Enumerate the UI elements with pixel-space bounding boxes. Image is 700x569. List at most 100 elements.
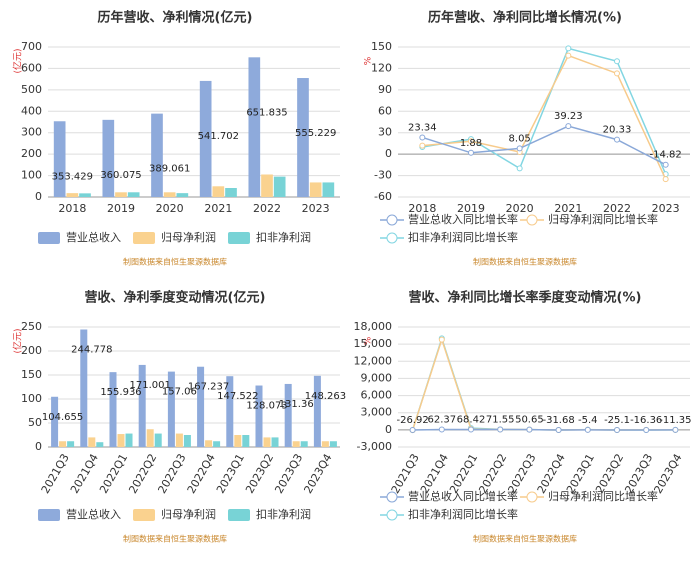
legend-swatch — [386, 491, 398, 503]
legend-label: 营业总收入同比增长率 — [408, 212, 518, 226]
y-tick-label: 500 — [21, 83, 42, 96]
point — [662, 161, 669, 168]
source-note: 制图数据来自恒生聚源数据库 — [123, 534, 227, 544]
bar — [125, 433, 133, 447]
bar — [213, 441, 221, 447]
point — [526, 426, 533, 433]
legend-label: 归母净利润同比增长率 — [548, 212, 658, 226]
y-tick-label: 120 — [371, 61, 392, 74]
legend-swatch — [133, 232, 155, 244]
legend-label: 营业总收入 — [66, 230, 121, 244]
legend-swatch — [38, 232, 60, 244]
point — [419, 142, 426, 149]
y-tick-label: 18,000 — [354, 320, 393, 333]
chart-title: 历年营收、净利情况(亿元) — [98, 10, 253, 26]
x-tick-label: 2022Q1 — [97, 452, 130, 496]
legend-swatch — [38, 509, 60, 521]
bar — [59, 441, 67, 447]
bar — [199, 80, 212, 197]
bar — [248, 57, 261, 197]
point — [468, 149, 474, 156]
chart-panel: 历年营收、净利同比增长情况(%)% -60 -30 0 30 60 90 120 150 2018… — [364, 10, 690, 267]
bar — [234, 435, 242, 447]
bar — [154, 433, 162, 447]
point — [555, 427, 562, 434]
bar — [88, 437, 96, 447]
y-axis-label: (亿元) — [12, 328, 24, 353]
bar — [297, 78, 309, 197]
bar — [67, 441, 75, 447]
point — [614, 58, 620, 65]
bar — [146, 429, 154, 447]
legend-label: 归母净利润 — [161, 507, 216, 521]
legend-label: 扣非净利润 — [256, 507, 311, 521]
bar — [53, 121, 66, 197]
bar — [197, 366, 205, 447]
bar — [109, 372, 117, 447]
bar — [284, 383, 292, 447]
point — [419, 134, 426, 141]
line — [422, 54, 667, 180]
value-label: 1.88 — [460, 138, 482, 149]
y-tick-label: 0 — [385, 423, 392, 436]
value-label: 8.05 — [509, 133, 531, 144]
bar — [225, 188, 237, 197]
y-tick-label: 200 — [21, 147, 42, 160]
y-tick-label: -60 — [374, 190, 392, 203]
source-note: 制图数据来自恒生聚源数据库 — [473, 257, 577, 267]
y-tick-label: 3,000 — [361, 406, 393, 419]
x-tick-label: 2022Q3 — [156, 452, 189, 496]
bar — [205, 440, 213, 447]
x-tick-label: 2020 — [506, 202, 534, 215]
y-tick-label: 50 — [28, 416, 42, 429]
point — [409, 427, 416, 434]
value-label: -16.36 — [630, 415, 662, 426]
y-tick-label: 9,000 — [361, 371, 393, 384]
y-tick-label: 0 — [35, 190, 42, 203]
bar — [300, 441, 308, 447]
x-tick-label: 2020 — [156, 202, 184, 215]
value-label: 360.075 — [100, 170, 141, 181]
legend-label: 营业总收入同比增长率 — [408, 489, 518, 503]
bar — [176, 193, 189, 197]
value-label: -25.1 — [604, 415, 630, 426]
bar — [51, 396, 59, 447]
chart-title: 营收、净利同比增长率季度变动情况(%) — [409, 290, 642, 306]
y-tick-label: 300 — [21, 126, 42, 139]
bar — [167, 371, 175, 447]
value-label: 104.655 — [42, 412, 83, 423]
value-label: 50.65 — [515, 415, 544, 426]
x-tick-label: 2023Q1 — [214, 452, 247, 496]
y-axis-label: (亿元) — [12, 48, 24, 73]
y-tick-label: 200 — [21, 344, 42, 357]
source-note: 制图数据来自恒生聚源数据库 — [123, 257, 227, 267]
x-tick-label: 2023Q3 — [272, 452, 305, 496]
bar — [242, 435, 250, 447]
bar — [329, 441, 337, 447]
bar — [66, 193, 79, 197]
point — [565, 45, 572, 52]
value-label: 23.34 — [408, 122, 437, 133]
y-tick-label: -30 — [374, 169, 392, 182]
y-tick-label: 0 — [35, 440, 42, 453]
value-label: 541.702 — [198, 131, 239, 142]
bar — [163, 192, 176, 197]
chart-title: 营收、净利季度变动情况(亿元) — [85, 290, 266, 306]
value-label: 353.429 — [52, 171, 93, 182]
y-axis-label: % — [364, 336, 374, 345]
legend-swatch — [386, 214, 398, 226]
x-tick-label: 2018 — [58, 202, 86, 215]
bar — [115, 192, 127, 197]
bar — [117, 434, 125, 447]
value-label: 148.263 — [305, 391, 346, 402]
bar — [292, 441, 300, 447]
legend-label: 扣非净利润 — [256, 230, 311, 244]
y-tick-label: 150 — [21, 368, 42, 381]
point — [516, 165, 523, 172]
value-label: 651.835 — [246, 107, 287, 118]
point — [662, 176, 669, 183]
x-tick-label: 2021Q4 — [68, 452, 101, 496]
point — [497, 426, 504, 433]
bar — [322, 182, 335, 197]
legend-swatch — [228, 232, 250, 244]
